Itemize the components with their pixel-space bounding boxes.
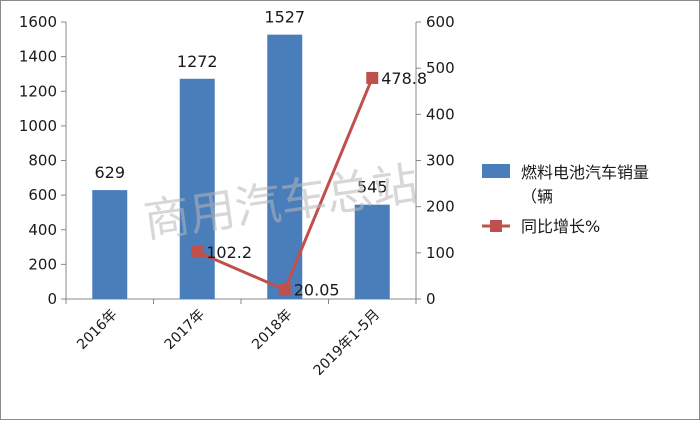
y-left-tick-label: 200 — [28, 255, 57, 273]
y-left-tick-label: 1600 — [19, 13, 57, 31]
y-left-tick-label: 1200 — [19, 82, 57, 100]
y-right-tick-label: 300 — [426, 152, 455, 170]
y-left-tick-label: 600 — [28, 186, 57, 204]
legend-bar-swatch — [482, 164, 510, 178]
y-left-tick-label: 1400 — [19, 48, 57, 66]
line-data-label: 20.05 — [294, 281, 340, 300]
x-tick-label: 2019年1-5月 — [311, 307, 383, 379]
legend-line-label: 同比增长% — [521, 217, 600, 236]
line-marker — [278, 283, 291, 296]
x-tick-label: 2017年 — [162, 307, 208, 353]
y-right-tick-label: 100 — [426, 244, 455, 262]
bar — [92, 190, 128, 299]
y-left-tick-label: 800 — [28, 152, 57, 170]
y-right-tick-label: 400 — [426, 105, 455, 123]
y-right-tick-label: 500 — [426, 59, 455, 77]
y-left-tick-label: 400 — [28, 221, 57, 239]
line-series — [191, 71, 379, 296]
y-left-tick-label: 1000 — [19, 117, 57, 135]
bar-data-label: 1527 — [264, 8, 305, 27]
y-right-tick-label: 200 — [426, 198, 455, 216]
bar-data-label: 629 — [94, 163, 125, 182]
y-left-tick-label: 0 — [47, 290, 57, 308]
bar — [179, 78, 215, 299]
x-tick-label: 2018年 — [249, 307, 295, 353]
line-data-label: 102.2 — [206, 243, 252, 262]
bar-series — [92, 34, 390, 300]
y-right-tick-label: 600 — [426, 13, 455, 31]
line-marker — [191, 245, 204, 258]
line-data-label: 478.8 — [381, 69, 427, 88]
line-marker — [366, 71, 379, 84]
data-labels: 629 1272 1527 545 102.2 20.05 478.8 — [94, 8, 427, 300]
bar — [354, 204, 390, 299]
bar-data-label: 545 — [357, 178, 388, 197]
legend-bar-label: 燃料电池汽车销量 — [521, 163, 649, 182]
bar — [267, 34, 303, 300]
x-tick-label: 2016年 — [74, 307, 120, 353]
legend-bar-label-cont: （辆 — [521, 187, 553, 206]
legend-line-marker — [490, 220, 502, 232]
y-right-tick-label: 0 — [426, 290, 436, 308]
bar-data-label: 1272 — [177, 52, 218, 71]
